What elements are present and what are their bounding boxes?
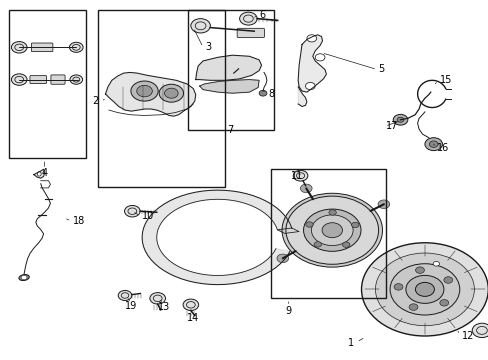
Text: 1: 1: [347, 338, 353, 348]
Circle shape: [375, 253, 473, 326]
Text: 16: 16: [436, 143, 448, 153]
Circle shape: [342, 242, 349, 247]
Polygon shape: [195, 55, 261, 80]
Text: 17: 17: [385, 121, 397, 131]
Circle shape: [69, 42, 83, 52]
Circle shape: [351, 222, 358, 228]
Text: 18: 18: [73, 216, 85, 226]
Text: 4: 4: [41, 168, 47, 178]
Circle shape: [328, 210, 336, 215]
Text: 14: 14: [187, 313, 199, 323]
Circle shape: [443, 277, 452, 283]
Text: 15: 15: [439, 75, 451, 85]
Circle shape: [377, 200, 389, 208]
Polygon shape: [142, 190, 291, 285]
Circle shape: [408, 304, 417, 310]
Text: 5: 5: [378, 64, 384, 74]
Circle shape: [311, 215, 352, 246]
Text: 13: 13: [158, 302, 170, 312]
Circle shape: [118, 291, 132, 301]
Text: 7: 7: [226, 125, 232, 135]
Polygon shape: [105, 72, 195, 116]
FancyBboxPatch shape: [237, 28, 264, 38]
Circle shape: [300, 184, 311, 193]
Circle shape: [164, 88, 178, 98]
Circle shape: [259, 90, 266, 96]
Circle shape: [313, 242, 321, 247]
Polygon shape: [298, 87, 306, 107]
Text: 19: 19: [125, 301, 137, 311]
Polygon shape: [277, 228, 299, 233]
Circle shape: [432, 261, 439, 266]
Ellipse shape: [19, 275, 29, 280]
Circle shape: [159, 84, 183, 102]
Circle shape: [137, 85, 152, 97]
Text: 3: 3: [205, 42, 211, 52]
Ellipse shape: [37, 172, 41, 176]
Circle shape: [282, 193, 382, 267]
Circle shape: [124, 206, 140, 217]
Circle shape: [392, 114, 407, 125]
Circle shape: [322, 223, 342, 238]
Polygon shape: [298, 35, 326, 92]
Circle shape: [415, 267, 424, 273]
Text: 12: 12: [461, 331, 473, 341]
Circle shape: [471, 323, 488, 338]
FancyBboxPatch shape: [30, 76, 46, 84]
Circle shape: [396, 117, 403, 122]
Text: 9: 9: [285, 306, 291, 316]
Circle shape: [305, 222, 312, 227]
Text: 10: 10: [142, 211, 154, 221]
FancyBboxPatch shape: [51, 75, 65, 84]
Circle shape: [405, 275, 443, 303]
Circle shape: [424, 138, 442, 150]
Circle shape: [11, 74, 27, 85]
Circle shape: [150, 293, 165, 304]
Circle shape: [239, 12, 257, 25]
Circle shape: [70, 75, 82, 84]
Circle shape: [361, 243, 488, 336]
Text: 6: 6: [259, 10, 264, 20]
Polygon shape: [34, 169, 44, 178]
Text: 11: 11: [290, 171, 303, 181]
Circle shape: [276, 254, 288, 263]
Circle shape: [190, 19, 210, 33]
Circle shape: [11, 41, 27, 53]
Circle shape: [21, 275, 27, 280]
Text: 2: 2: [92, 96, 98, 106]
Circle shape: [131, 81, 158, 101]
Polygon shape: [199, 80, 259, 93]
Circle shape: [439, 300, 448, 306]
Circle shape: [315, 54, 325, 61]
Circle shape: [389, 264, 459, 315]
Text: 8: 8: [267, 89, 273, 99]
Circle shape: [305, 82, 315, 90]
Circle shape: [428, 141, 437, 147]
FancyBboxPatch shape: [31, 43, 53, 51]
Circle shape: [306, 35, 316, 42]
Circle shape: [303, 209, 360, 251]
Circle shape: [285, 196, 378, 264]
Circle shape: [393, 284, 402, 290]
Circle shape: [415, 282, 433, 296]
Circle shape: [183, 299, 198, 311]
Circle shape: [293, 170, 307, 181]
